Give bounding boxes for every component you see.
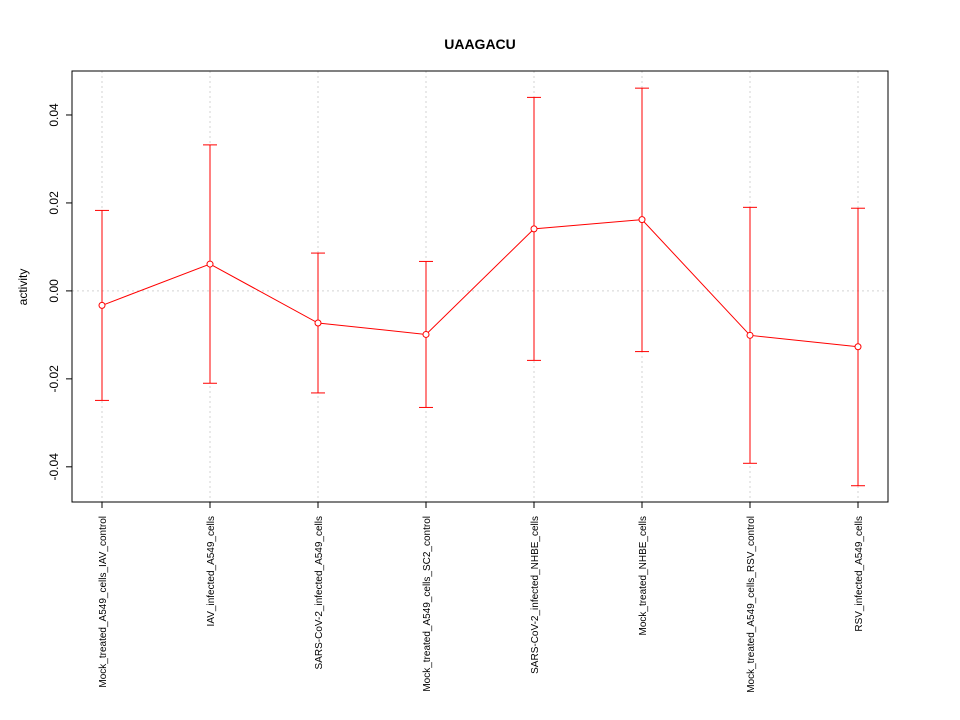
data-point-3 (314, 319, 322, 327)
series-polyline (101, 219, 859, 348)
x-tick-label: Mock_treated_NHBE_cells (638, 516, 649, 636)
x-axis: Mock_treated_A549_cells_IAV_control IAV_i… (98, 501, 865, 693)
data-point-1 (98, 301, 106, 309)
chart-title: UAAGACU (444, 36, 516, 52)
grid-lines (72, 71, 888, 502)
y-tick-label: -0.02 (47, 365, 61, 393)
y-tick-label: 0.04 (47, 103, 61, 127)
data-point-4 (422, 330, 430, 338)
x-tick-label: RSV_infected_A549_cells (854, 516, 865, 632)
y-tick-label: 0.00 (47, 279, 61, 303)
x-tick-label: IAV_infected_A549_cells (206, 516, 217, 626)
y-axis: -0.04 -0.02 0.00 0.02 0.04 (47, 103, 72, 481)
x-tick-label: Mock_treated_A549_cells_SC2_control (422, 516, 433, 692)
data-points (98, 216, 862, 351)
data-point-7 (746, 331, 754, 339)
data-point-6 (638, 216, 646, 224)
data-point-8 (854, 343, 862, 351)
x-tick-label: SARS-CoV-2_infected_NHBE_cells (530, 516, 541, 674)
y-axis-label: activity (16, 269, 30, 306)
x-tick-label: Mock_treated_A549_cells_IAV_control (98, 516, 109, 688)
x-tick-label: SARS-CoV-2_infected_A549_cells (314, 516, 325, 669)
plot-frame (71, 70, 889, 503)
y-tick-label: -0.04 (47, 453, 61, 481)
series-line (101, 219, 859, 348)
data-point-2 (206, 260, 214, 268)
y-tick-label: 0.02 (47, 191, 61, 215)
x-tick-label: Mock_treated_A549_cells_RSV_control (746, 516, 757, 693)
data-point-5 (530, 225, 538, 233)
